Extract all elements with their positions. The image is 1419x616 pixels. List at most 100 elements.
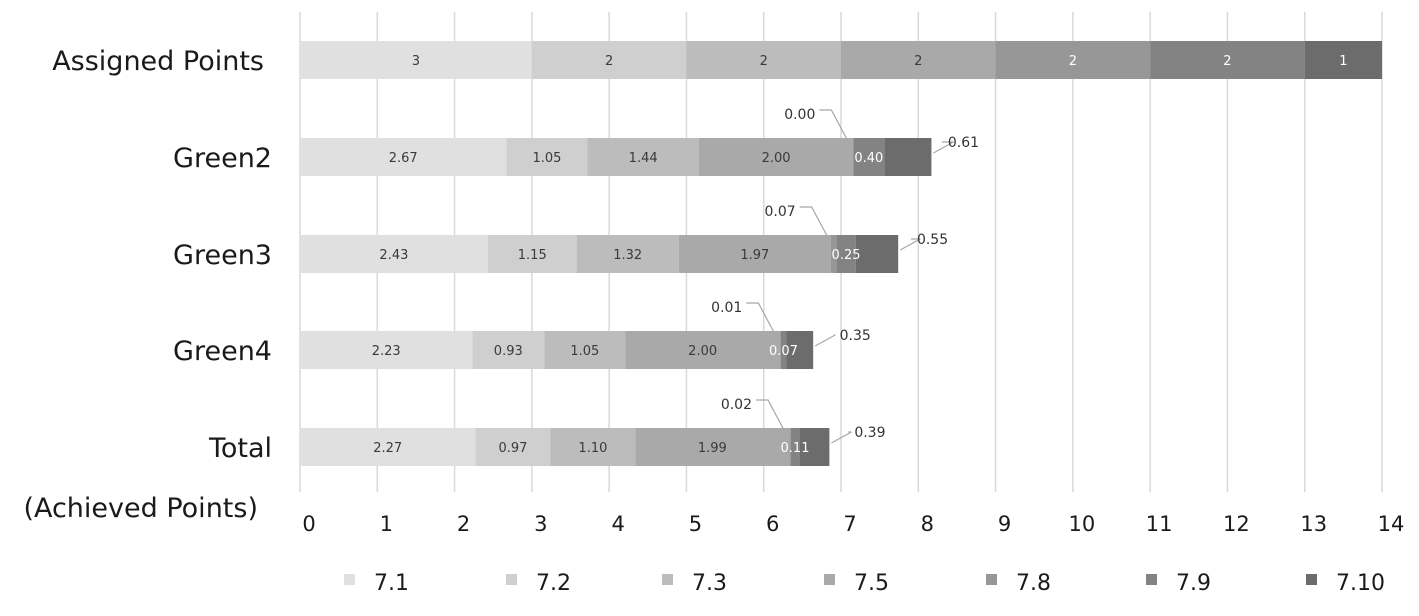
bar-segment xyxy=(625,331,780,369)
legend-label: 7.1 xyxy=(374,571,409,596)
segment-label: 0.11 xyxy=(781,441,810,456)
segment-label: 2.00 xyxy=(688,344,717,359)
segment-label: 2 xyxy=(914,54,922,69)
bar-segment xyxy=(786,331,814,369)
bar-segment xyxy=(544,331,626,369)
x-tick-label: 5 xyxy=(689,512,702,536)
bar-segment xyxy=(779,331,781,369)
x-tick-label: 7 xyxy=(843,512,856,536)
callout-leader xyxy=(755,399,785,431)
bar-segment xyxy=(472,331,545,369)
legend-label: 7.8 xyxy=(1016,571,1051,596)
segment-label: 1.05 xyxy=(570,344,599,359)
segment-label: 1.44 xyxy=(629,151,658,166)
x-tick-label: 8 xyxy=(921,512,934,536)
bar-segment xyxy=(855,235,899,273)
callout-label: 0.39 xyxy=(854,425,885,441)
legend-swatch xyxy=(1146,574,1157,585)
bar-segment xyxy=(300,41,532,79)
bar-segment xyxy=(587,138,699,176)
bar-segment xyxy=(780,331,787,369)
segment-label: 2 xyxy=(605,54,613,69)
bar-segment xyxy=(1304,41,1382,79)
callout-label: 0.00 xyxy=(784,107,815,123)
category-extra-label: (Achieved Points) xyxy=(23,493,258,524)
category-label: Assigned Points xyxy=(52,46,264,77)
callout-label: 0.35 xyxy=(840,328,871,344)
legend-swatch xyxy=(344,574,355,585)
bar-segment xyxy=(475,428,551,466)
segment-label: 0.40 xyxy=(854,151,883,166)
bar-segment xyxy=(789,428,791,466)
segment-label: 1.97 xyxy=(740,248,769,263)
callout-label: 0.07 xyxy=(764,204,795,220)
x-axis-ticks: 0 1 2 3 4 5 6 7 8 9 10 11 12 13 14 xyxy=(302,512,1404,536)
legend-label: 7.3 xyxy=(692,571,727,596)
legend-label: 7.9 xyxy=(1176,571,1211,596)
segment-label: 3 xyxy=(412,54,420,69)
bars xyxy=(300,41,1382,466)
legend-label: 7.5 xyxy=(854,571,889,596)
segment-label: 2 xyxy=(1069,54,1077,69)
legend-swatch xyxy=(506,574,517,585)
x-tick-label: 4 xyxy=(611,512,624,536)
callout-leader xyxy=(819,109,848,141)
x-tick-label: 3 xyxy=(534,512,547,536)
bar-segment xyxy=(799,428,830,466)
segment-label: 1.15 xyxy=(518,248,547,263)
segment-label: 2 xyxy=(760,54,768,69)
bar-segment xyxy=(995,41,1151,79)
callout-leader xyxy=(899,238,921,251)
x-tick-label: 2 xyxy=(457,512,470,536)
segment-label: 1 xyxy=(1339,54,1347,69)
x-tick-label: 14 xyxy=(1378,512,1405,536)
bar-segment xyxy=(884,138,932,176)
x-tick-label: 10 xyxy=(1068,512,1095,536)
segment-label: 1.32 xyxy=(613,248,642,263)
callout-label: 0.02 xyxy=(721,397,752,413)
legend-label: 7.2 xyxy=(536,571,571,596)
callout-labels: 0.00 0.61 0.07 0.55 0.01 0.35 0.02 0.39 xyxy=(711,107,979,444)
category-label: Green2 xyxy=(173,143,272,174)
x-tick-label: 1 xyxy=(380,512,393,536)
segment-label: 1.05 xyxy=(532,151,561,166)
bar-segment xyxy=(1150,41,1305,79)
callout-leader xyxy=(831,431,852,444)
legend-swatch xyxy=(986,574,997,585)
category-labels: Assigned Points Green2 Green3 Green4 Total (A… xyxy=(23,46,272,524)
bar-segment xyxy=(678,235,831,273)
legend-swatch xyxy=(662,574,673,585)
segment-label: 2 xyxy=(1223,54,1231,69)
segment-label: 0.07 xyxy=(769,344,798,359)
bar-segment xyxy=(487,235,577,273)
bar-segment xyxy=(531,41,687,79)
legend-label: 7.10 xyxy=(1336,571,1385,596)
bar-segment xyxy=(506,138,588,176)
x-tick-label: 13 xyxy=(1300,512,1327,536)
x-tick-label: 0 xyxy=(302,512,315,536)
category-label: Green4 xyxy=(173,336,272,367)
bar-segment xyxy=(698,138,854,176)
callout-label: 0.01 xyxy=(711,300,742,316)
segment-label: 2.27 xyxy=(373,441,402,456)
bar-segment xyxy=(853,138,885,176)
segment-label: 0.93 xyxy=(494,344,523,359)
x-tick-label: 9 xyxy=(998,512,1011,536)
bar-segment xyxy=(550,428,636,466)
x-tick-label: 11 xyxy=(1146,512,1173,536)
segment-labels: 3 2 2 2 2 2 1 2.67 1.05 1.44 2.00 0.40 2.43 1.15 1.32 1… xyxy=(372,54,1348,456)
callout-leader xyxy=(746,302,775,334)
legend-swatch xyxy=(1306,574,1317,585)
callout-leader xyxy=(799,206,829,238)
callout-leader xyxy=(814,334,836,347)
category-label: Green3 xyxy=(173,240,272,271)
bar-segment xyxy=(830,235,837,273)
category-label: Total xyxy=(208,433,272,464)
segment-label: 1.10 xyxy=(578,441,607,456)
callout-label: 0.55 xyxy=(917,232,948,248)
callout-label: 0.61 xyxy=(948,135,979,151)
segment-label: 2.23 xyxy=(372,344,401,359)
bar-segment xyxy=(300,138,507,176)
